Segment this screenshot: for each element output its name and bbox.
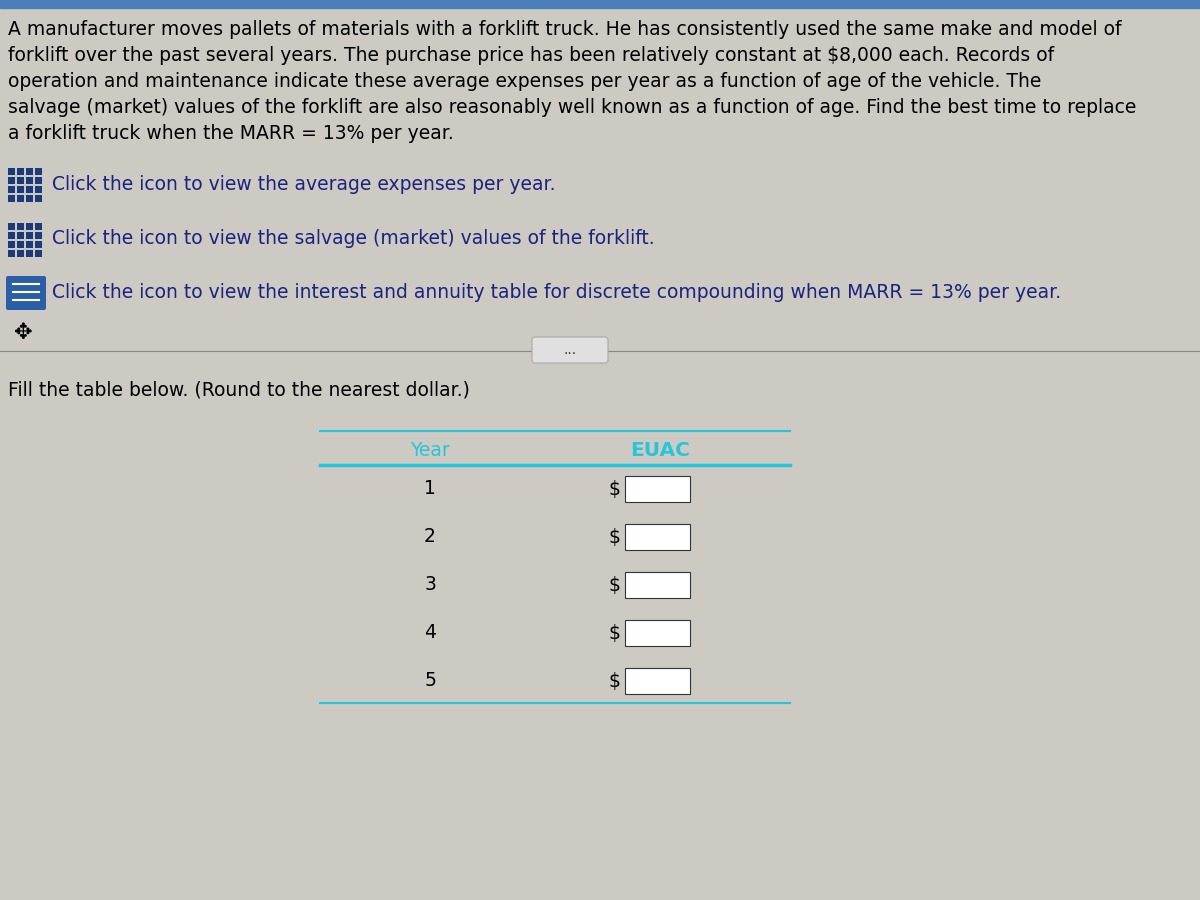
Text: a forklift truck when the MARR = 13% per year.: a forklift truck when the MARR = 13% per… [8,124,454,143]
Bar [17,232,24,239]
Bar [26,250,34,257]
Text: forklift over the past several years. The purchase price has been relatively con: forklift over the past several years. Th… [8,46,1054,65]
Text: 5: 5 [424,671,436,690]
Bar [35,250,42,257]
FancyBboxPatch shape [532,337,608,363]
Bar [17,241,24,248]
Text: A manufacturer moves pallets of materials with a forklift truck. He has consiste: A manufacturer moves pallets of material… [8,20,1122,39]
Bar [8,223,14,230]
Text: 3: 3 [424,575,436,595]
Text: Year: Year [410,442,450,461]
Bar [26,177,34,184]
Text: operation and maintenance indicate these average expenses per year as a function: operation and maintenance indicate these… [8,72,1042,91]
Text: ✥: ✥ [13,323,31,343]
Bar [17,168,24,175]
Text: Click the icon to view the salvage (market) values of the forklift.: Click the icon to view the salvage (mark… [52,230,655,248]
Bar [35,223,42,230]
FancyBboxPatch shape [6,276,46,310]
Bar [17,223,24,230]
Bar [8,232,14,239]
Bar [8,177,14,184]
Text: $: $ [608,624,620,643]
Bar [8,186,14,193]
Bar [26,168,34,175]
Bar [17,250,24,257]
Bar [35,232,42,239]
Text: 1: 1 [424,480,436,499]
Bar [35,241,42,248]
Text: ...: ... [564,343,576,357]
Bar [17,195,24,202]
Bar [8,168,14,175]
Bar [8,241,14,248]
Bar [625,668,690,694]
Bar [35,177,42,184]
Bar [26,241,34,248]
Text: EUAC: EUAC [630,442,690,461]
Bar [35,195,42,202]
Text: $: $ [608,671,620,690]
Bar [17,177,24,184]
Bar [26,186,34,193]
Bar [625,524,690,550]
Bar [17,186,24,193]
Text: 2: 2 [424,527,436,546]
Bar [26,195,34,202]
Bar [625,476,690,502]
Text: $: $ [608,575,620,595]
Bar [0,0,1200,8]
Bar [8,250,14,257]
Bar [26,232,34,239]
Bar [26,223,34,230]
Text: Fill the table below. (Round to the nearest dollar.): Fill the table below. (Round to the near… [8,381,470,400]
Bar [625,572,690,598]
Text: 4: 4 [424,624,436,643]
Bar [35,186,42,193]
Bar [35,168,42,175]
Bar [625,620,690,646]
Bar [8,195,14,202]
Text: Click the icon to view the interest and annuity table for discrete compounding w: Click the icon to view the interest and … [52,284,1061,302]
Text: $: $ [608,480,620,499]
Text: $: $ [608,527,620,546]
Text: Click the icon to view the average expenses per year.: Click the icon to view the average expen… [52,175,556,194]
Text: salvage (market) values of the forklift are also reasonably well known as a func: salvage (market) values of the forklift … [8,98,1136,117]
